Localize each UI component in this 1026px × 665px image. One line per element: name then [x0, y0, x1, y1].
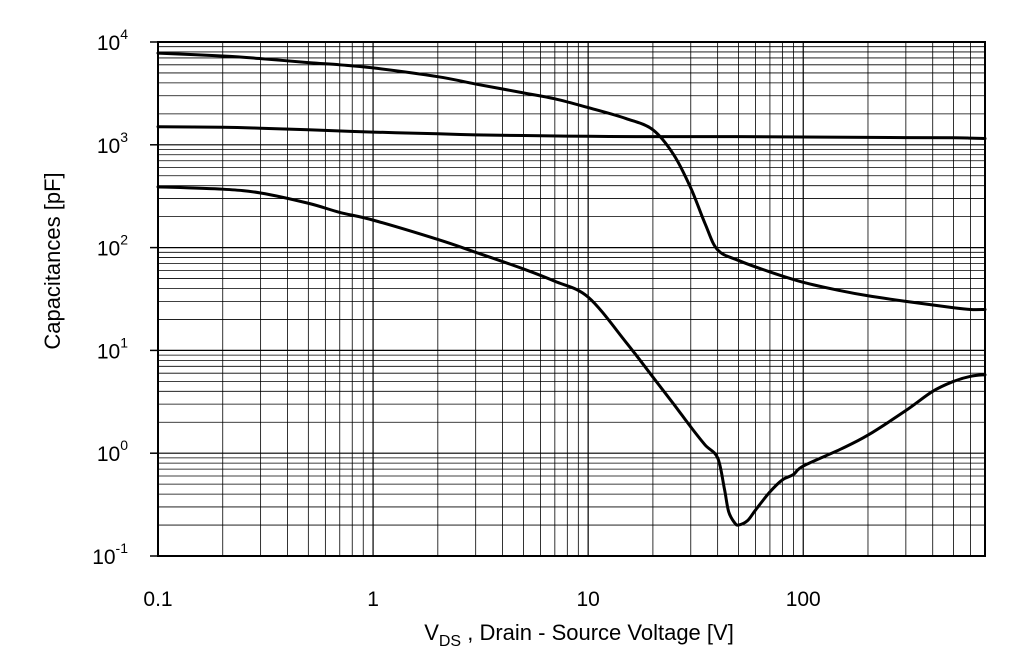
x-tick-label: 0.1: [143, 588, 172, 611]
series-line-curve-lower: [156, 185, 987, 527]
series-group: [156, 51, 987, 527]
plot-frame: [157, 41, 986, 557]
y-tick-label: 10-1: [92, 540, 128, 569]
x-axis-label-symbol: V: [424, 620, 439, 645]
y-tick-label: 103: [97, 129, 128, 158]
series-line-curve-flat: [156, 125, 987, 141]
y-tick-labels: 10-1 100 101 102 103 104: [92, 26, 128, 569]
series-line-curve-upper: [156, 51, 987, 312]
x-tick-labels: 0.1 1 10 100: [143, 588, 820, 611]
x-axis-label: VDS , Drain - Source Voltage [V]: [424, 620, 734, 650]
grid: [150, 41, 986, 557]
x-axis-label-text: , Drain - Source Voltage [V]: [461, 620, 734, 645]
x-axis-label-subscript: DS: [439, 633, 461, 650]
x-tick-label: 10: [576, 588, 599, 611]
y-tick-label: 102: [97, 232, 128, 261]
x-tick-label: 100: [786, 588, 821, 611]
y-tick-label: 101: [97, 334, 128, 363]
y-tick-label: 104: [97, 26, 128, 55]
y-axis-label: Capacitances [pF]: [40, 172, 65, 349]
y-tick-label: 100: [97, 437, 128, 466]
x-tick-label: 1: [367, 588, 379, 611]
